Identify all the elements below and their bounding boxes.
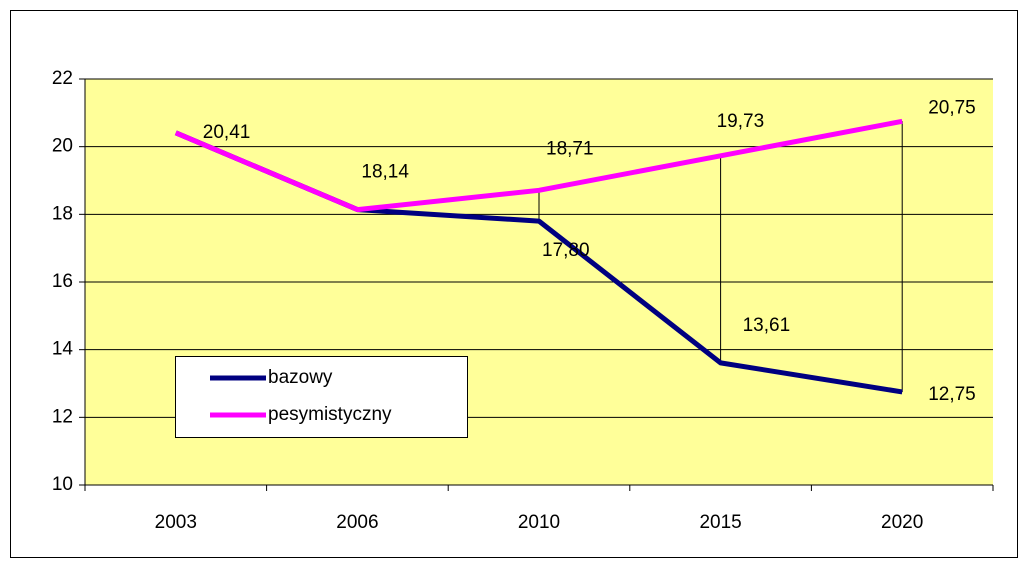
y-tick-label: 20 (52, 136, 73, 157)
legend-label: pesymistyczny (268, 404, 392, 425)
x-tick-label: 2006 (336, 512, 378, 533)
value-label: 19,73 (717, 111, 765, 132)
value-label: 13,61 (743, 315, 791, 336)
x-tick-label: 2010 (518, 512, 560, 533)
legend-label: bazowy (268, 367, 333, 388)
value-label: 18,14 (361, 162, 409, 183)
y-tick-label: 14 (52, 339, 74, 360)
y-tick-label: 10 (52, 474, 73, 495)
x-tick-label: 2003 (155, 512, 197, 533)
value-label: 20,41 (203, 122, 251, 143)
series-line (174, 118, 903, 213)
y-tick-label: 16 (52, 271, 73, 292)
value-label: 17,80 (542, 240, 590, 261)
y-tick-label: 12 (52, 406, 73, 427)
value-label: 18,71 (546, 138, 594, 159)
value-label: 12,75 (928, 384, 976, 405)
x-tick-label: 2020 (881, 512, 923, 533)
value-label: 20,75 (928, 97, 976, 118)
y-tick-label: 22 (52, 68, 73, 89)
x-tick-label: 2015 (699, 512, 741, 533)
legend-box (175, 356, 468, 438)
y-tick-label: 18 (52, 203, 73, 224)
